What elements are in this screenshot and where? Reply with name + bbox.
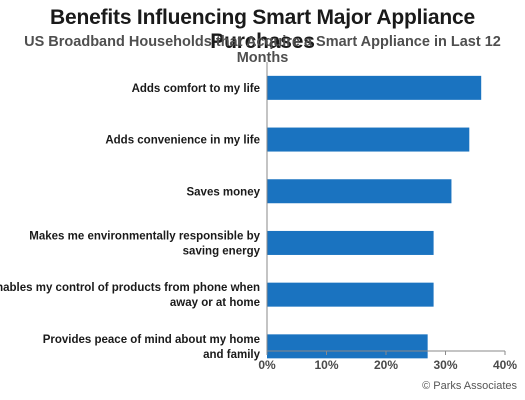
- bar-5: [267, 334, 428, 359]
- bar-2: [267, 179, 452, 204]
- credit-text: © Parks Associates: [422, 380, 517, 392]
- chart-title: Benefits Influencing Smart Major Applian…: [50, 6, 475, 53]
- bar-1: [267, 127, 470, 152]
- category-label-1: Adds convenience in my life: [105, 135, 260, 147]
- chart-subtitle: US Broadband Households that Acquire a S…: [24, 34, 501, 66]
- category-label-0: Adds comfort to my life: [132, 83, 260, 95]
- x-tick-label-4: 40%: [493, 358, 517, 372]
- category-label-5: Provides peace of mind about my home and …: [43, 334, 261, 361]
- x-tick-label-0: 0%: [258, 358, 276, 372]
- bar-3: [267, 230, 434, 255]
- category-label-4: Enables my control of products from phon…: [0, 282, 260, 309]
- bar-0: [267, 75, 482, 100]
- category-label-2: Saves money: [186, 186, 260, 198]
- x-tick-label-1: 10%: [314, 358, 338, 372]
- category-label-3: Makes me environmentally responsible by s…: [29, 230, 260, 257]
- bar-4: [267, 282, 434, 307]
- x-tick-label-3: 30%: [433, 358, 457, 372]
- x-tick-label-2: 20%: [374, 358, 398, 372]
